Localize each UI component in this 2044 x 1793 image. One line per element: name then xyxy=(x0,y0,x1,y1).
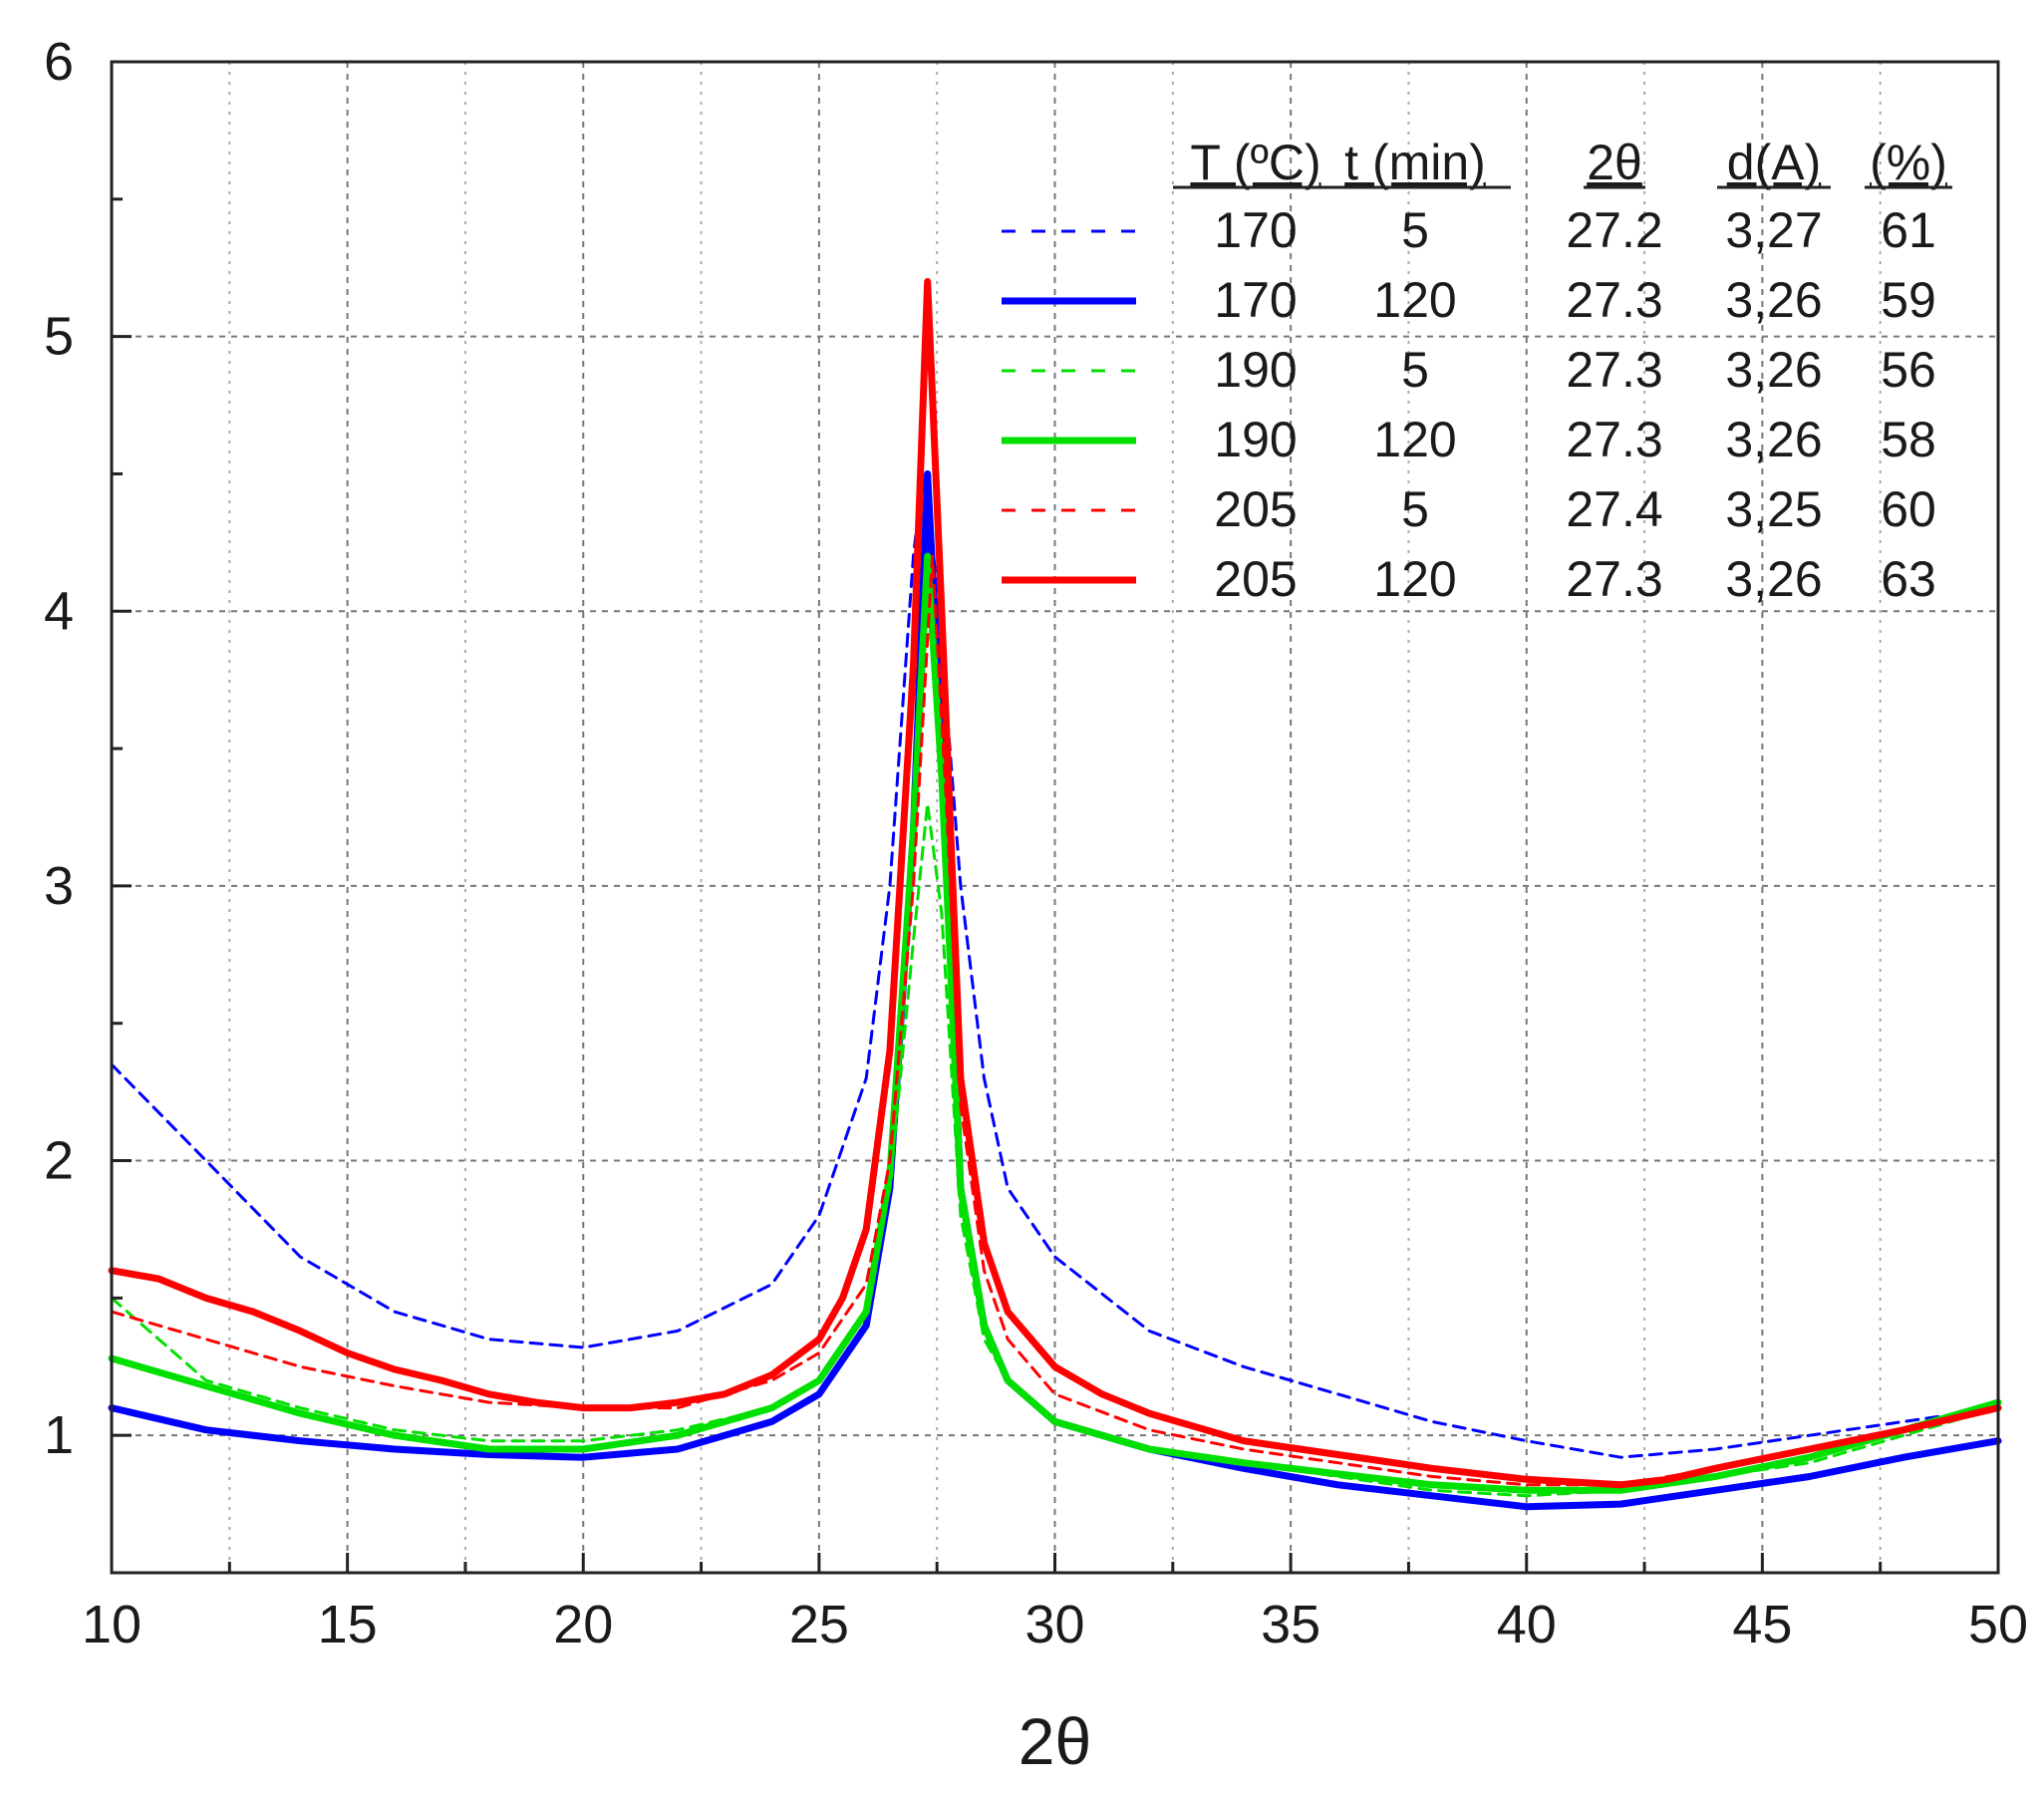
legend-cell: 27.4 xyxy=(1566,481,1662,537)
legend-cell: 3,26 xyxy=(1725,272,1822,328)
legend-header: d(A) xyxy=(1727,135,1821,190)
legend-cell: 56 xyxy=(1881,342,1936,398)
x-tick-label: 30 xyxy=(1024,1595,1084,1654)
legend-cell: 27.3 xyxy=(1566,412,1662,467)
legend-header: T (ºC) xyxy=(1190,135,1320,190)
legend-table: T (ºC) t (min) 2θ d(A) (%) 170 5 27.2 3,27 61 170 1… xyxy=(1002,135,1952,607)
x-tick-label: 35 xyxy=(1261,1595,1320,1654)
legend-header: (%) xyxy=(1870,135,1947,190)
legend-cell: 27.3 xyxy=(1566,342,1662,398)
legend-cell: 205 xyxy=(1214,551,1297,607)
y-tick-label: 1 xyxy=(44,1405,74,1465)
legend-cell: 58 xyxy=(1881,412,1936,467)
x-tick-label: 15 xyxy=(318,1595,378,1654)
x-tick-label: 50 xyxy=(1968,1595,2028,1654)
y-tick-label: 6 xyxy=(44,32,74,92)
legend-cell: 3,26 xyxy=(1725,412,1822,467)
legend-cell: 3,26 xyxy=(1725,342,1822,398)
series-line xyxy=(110,472,2000,1459)
legend-cell: 170 xyxy=(1214,202,1297,258)
x-tick-label: 20 xyxy=(553,1595,613,1654)
legend-cell: 3,26 xyxy=(1725,551,1822,607)
y-tick-label: 4 xyxy=(44,581,74,641)
legend-cell: 27.3 xyxy=(1566,272,1662,328)
legend-cell: 170 xyxy=(1214,272,1297,328)
series-line xyxy=(108,278,2002,1489)
legend-cell: 5 xyxy=(1401,481,1429,537)
legend-cell: 27.2 xyxy=(1566,202,1662,258)
legend-cell: 190 xyxy=(1214,342,1297,398)
legend-cell: 59 xyxy=(1881,272,1936,328)
legend-cell: 120 xyxy=(1373,272,1456,328)
legend-cell: 3,25 xyxy=(1725,481,1822,537)
legend-cell: 61 xyxy=(1881,202,1936,258)
series-line xyxy=(110,801,2000,1498)
legend-cell: 120 xyxy=(1373,551,1456,607)
legend-header: t (min) xyxy=(1344,135,1486,190)
y-tick-label: 2 xyxy=(44,1131,74,1191)
y-tick-label: 5 xyxy=(44,307,74,367)
x-tick-label: 10 xyxy=(82,1595,142,1654)
x-tick-label: 45 xyxy=(1732,1595,1792,1654)
legend-cell: 5 xyxy=(1401,202,1429,258)
grid xyxy=(112,62,1998,1573)
legend-cell: 27.3 xyxy=(1566,551,1662,607)
plot-series xyxy=(108,278,2002,1511)
x-tick-label: 25 xyxy=(789,1595,849,1654)
x-axis-title: 2θ xyxy=(1019,1704,1091,1778)
legend-cell: 63 xyxy=(1881,551,1936,607)
x-tick-label: 40 xyxy=(1497,1595,1557,1654)
legend-cell: 5 xyxy=(1401,342,1429,398)
legend-cell: 3,27 xyxy=(1725,202,1822,258)
legend-cell: 205 xyxy=(1214,481,1297,537)
legend-cell: 190 xyxy=(1214,412,1297,467)
y-tick-label: 3 xyxy=(44,856,74,916)
legend-header: 2θ xyxy=(1587,135,1642,190)
series-line xyxy=(108,552,2002,1494)
legend-cell: 60 xyxy=(1881,481,1936,537)
legend-cell: 120 xyxy=(1373,412,1456,467)
